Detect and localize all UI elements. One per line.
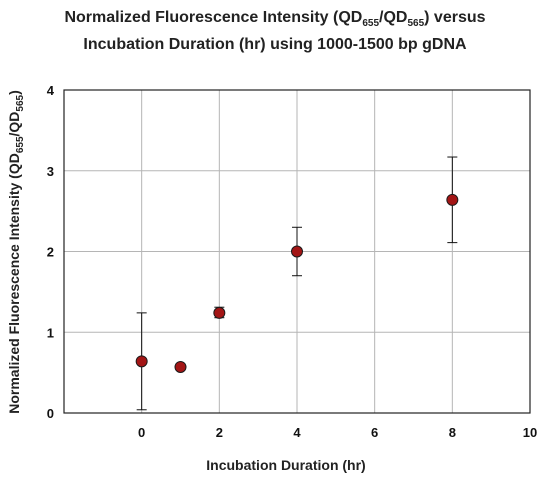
y-tick-label: 3 xyxy=(47,164,54,179)
data-point xyxy=(291,245,303,258)
x-tick-label: 6 xyxy=(371,425,378,440)
data-point xyxy=(213,306,226,319)
data-point xyxy=(446,193,459,206)
data-point xyxy=(135,355,148,368)
x-tick-label: 10 xyxy=(523,425,537,440)
y-tick-label: 1 xyxy=(47,325,54,340)
y-tick-label: 4 xyxy=(47,83,55,98)
data-point xyxy=(174,360,187,373)
chart-title-line2: Incubation Duration (hr) using 1000-1500… xyxy=(83,36,467,53)
plot-frame xyxy=(63,89,531,414)
y-tick-label: 2 xyxy=(47,245,54,260)
y-tick-label: 0 xyxy=(47,406,54,421)
x-tick-label: 2 xyxy=(216,425,223,440)
x-tick-label: 0 xyxy=(138,425,145,440)
x-axis-label: Incubation Duration (hr) xyxy=(206,457,365,473)
x-tick-label: 4 xyxy=(293,425,301,440)
x-tick-label: 8 xyxy=(449,425,456,440)
y-axis-ticks: 0 1 2 3 4 xyxy=(47,83,55,421)
x-axis-ticks: 0 2 4 6 8 10 xyxy=(138,425,537,440)
y-axis-label: Normalized Fluorescence Intensity (QD655… xyxy=(6,90,26,414)
data-points xyxy=(135,193,459,373)
chart-title-line1: Normalized Fluorescence Intensity (QD655… xyxy=(64,9,485,29)
